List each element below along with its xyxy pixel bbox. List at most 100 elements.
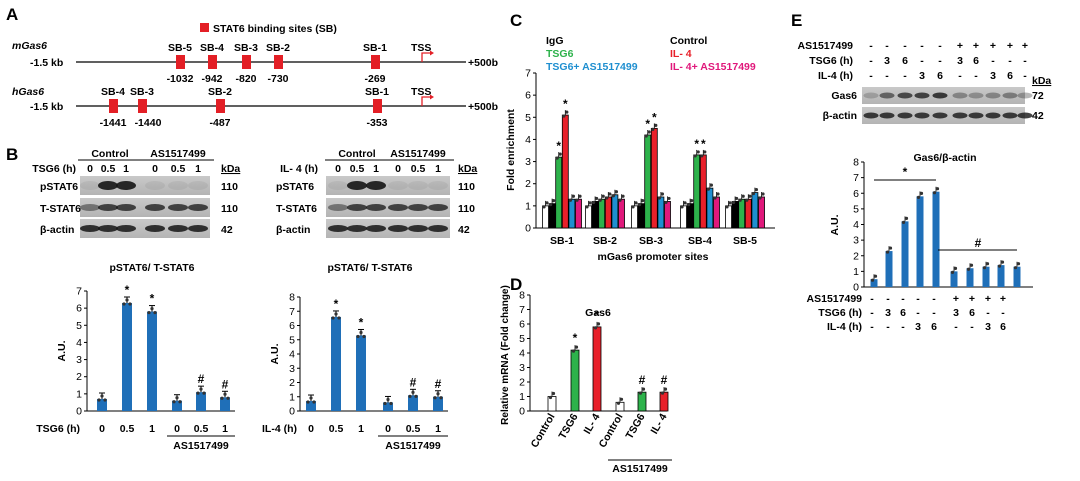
y-tick-label: 7	[289, 306, 295, 318]
data-point	[202, 391, 206, 395]
tsg6-time: 6	[900, 307, 906, 319]
hgas6-start: -1.5 kb	[30, 101, 63, 113]
blot-band	[188, 204, 208, 211]
y-tick-label: 3	[853, 235, 859, 247]
data-point	[605, 196, 609, 200]
data-point	[618, 198, 622, 202]
mgas6-site-position: -942	[201, 73, 222, 85]
blot-band	[952, 92, 968, 99]
hgas6-tss: TSS	[411, 86, 431, 98]
data-point	[103, 398, 107, 402]
data-point	[700, 154, 704, 158]
blot-band	[897, 112, 913, 119]
significance-mark: #	[661, 373, 668, 387]
bar	[950, 271, 958, 287]
blot-row-kda: 42	[458, 224, 470, 236]
data-point	[362, 334, 366, 339]
data-point	[683, 201, 687, 205]
blot-lane-time: 0	[395, 163, 401, 175]
inhibitor-sign: -	[901, 293, 905, 305]
bar	[744, 198, 752, 229]
data-point	[568, 198, 573, 202]
blot-band	[116, 181, 136, 190]
data-point	[226, 396, 230, 400]
blot-band	[1002, 112, 1018, 119]
data-point	[690, 199, 694, 203]
significance-mark: *	[150, 292, 155, 306]
data-point	[549, 203, 553, 207]
data-point	[172, 400, 176, 404]
blot-lane-time: 1	[195, 163, 201, 175]
hgas6-site-box	[373, 99, 382, 113]
data-point	[982, 266, 987, 270]
panel-label-b: B	[6, 145, 18, 164]
y-axis-label: Relative mRNA (Fold change)	[500, 285, 511, 425]
significance-mark: *	[359, 315, 364, 329]
inhibitor-sign: +	[973, 40, 979, 52]
y-axis-label: A.U.	[269, 343, 281, 364]
bar	[664, 201, 671, 229]
y-axis-label: A.U.	[829, 214, 841, 235]
bar	[631, 205, 638, 229]
data-point	[178, 400, 182, 404]
mgas6-sites: SB-5 -1032 SB-4 -942 SB-3 -820 SB-2 -730 SB-1 -26…	[167, 42, 388, 85]
blot-band	[408, 181, 428, 190]
significance-mark: #	[975, 236, 982, 250]
hgas6-site-label: SB-3	[130, 86, 154, 98]
x-axis-label: IL-4 (h)	[262, 423, 297, 435]
significance-mark: *	[563, 97, 568, 111]
data-point	[966, 267, 971, 271]
bar	[172, 400, 182, 411]
bar	[97, 399, 107, 411]
x-tick-label: TSG6	[623, 411, 647, 441]
tsg6-time: -	[920, 55, 924, 67]
blot-band	[80, 225, 100, 232]
row-label-tsg6: TSG6 (h)	[809, 55, 853, 67]
bar	[220, 397, 230, 411]
blot-row-label: Gas6	[831, 90, 857, 102]
bar	[657, 196, 665, 229]
x-tick-label: TSG6	[556, 411, 580, 441]
bar	[547, 396, 557, 412]
blot-group-inhibitor: AS1517499	[390, 148, 446, 160]
data-point	[919, 191, 924, 195]
bar	[713, 196, 720, 229]
data-point	[601, 194, 605, 198]
il4-time: 6	[931, 321, 937, 333]
blot-band	[932, 92, 948, 99]
x-axis-label: TSG6 (h)	[36, 423, 80, 435]
inhibitor-sign: -	[920, 40, 924, 52]
tsg6-time: -	[986, 307, 990, 319]
legend-entry: IL- 4	[670, 48, 692, 60]
blot-band	[98, 181, 118, 190]
blot-band	[985, 112, 1001, 119]
blot-band	[188, 181, 208, 190]
blot-row-kda: 72	[1032, 90, 1044, 102]
y-axis-label: Fold enrichment	[505, 109, 517, 191]
il4-time: -	[1023, 70, 1027, 82]
data-point	[754, 187, 759, 192]
bar	[568, 198, 576, 229]
significance-mark: #	[222, 377, 229, 391]
blot-row-kda: 42	[1032, 110, 1044, 122]
data-point	[703, 150, 707, 154]
blot-row-kda: 110	[458, 203, 475, 215]
tsg6-time: -	[870, 307, 874, 319]
significance-mark: #	[410, 375, 417, 389]
data-point	[969, 263, 974, 267]
y-tick-label: 7	[76, 286, 82, 298]
y-tick-label: 6	[853, 188, 859, 200]
tsg6-time: 3	[884, 55, 890, 67]
data-point	[616, 401, 621, 405]
y-axis-label: A.U.	[56, 340, 68, 361]
data-point	[575, 198, 579, 202]
data-point	[571, 194, 576, 198]
inhibitor-sign: -	[869, 40, 873, 52]
data-point	[565, 110, 569, 114]
data-point	[592, 200, 596, 205]
data-point	[732, 200, 736, 205]
data-point	[716, 192, 720, 196]
significance-mark: *	[903, 165, 908, 179]
row-label-il4: IL-4 (h)	[827, 321, 862, 333]
blot-band	[428, 225, 448, 232]
